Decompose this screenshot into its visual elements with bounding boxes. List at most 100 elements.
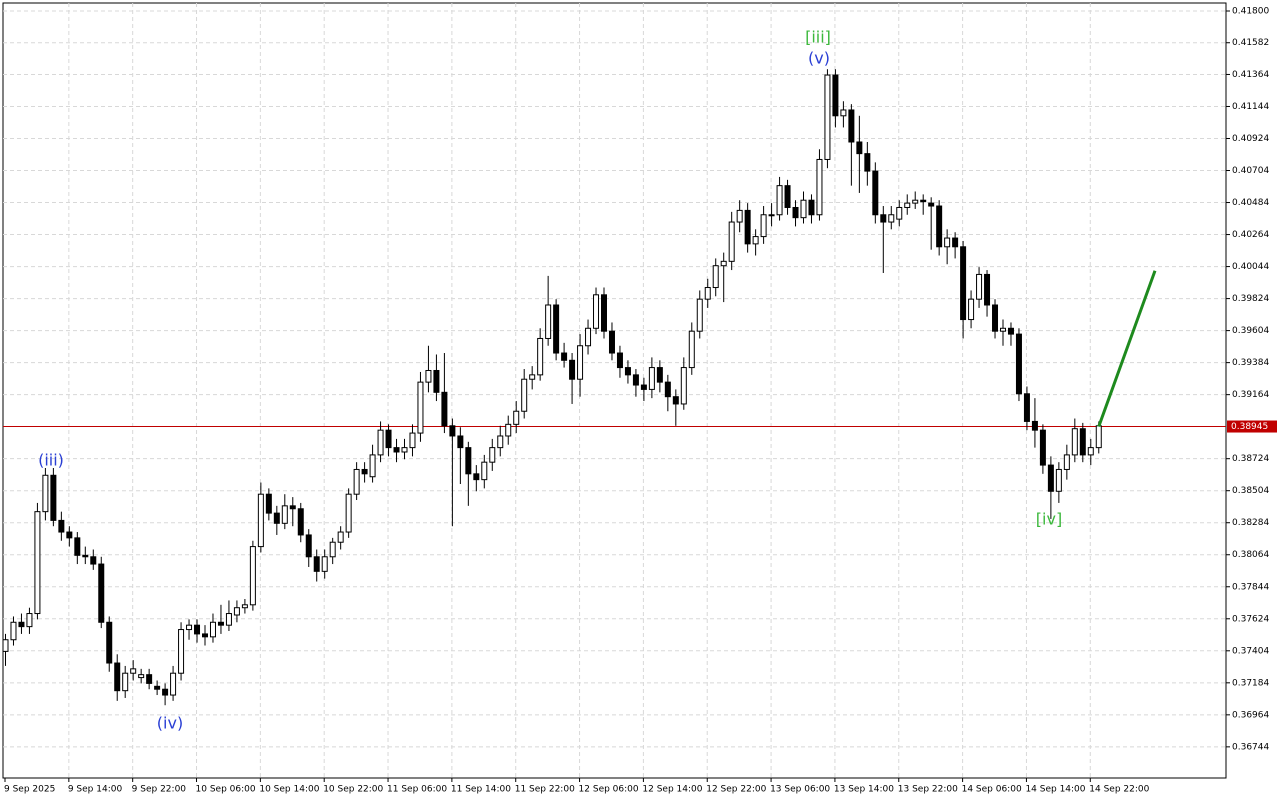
candle-body [449,425,456,437]
y-tick-label: 0.38064 [1232,550,1269,560]
candle-body [98,563,105,623]
candle-body [1071,428,1078,456]
x-tick-label: 10 Sep 14:00 [259,785,319,795]
wave-label: (iv) [157,714,183,733]
candle-body [776,185,783,216]
candle-body [784,185,791,208]
candle-body [329,541,336,558]
x-tick-label: 13 Sep 22:00 [898,785,958,795]
candle-body [912,199,919,204]
candle-body [872,170,879,216]
candle-body [202,633,208,638]
y-tick-label: 0.36964 [1232,710,1269,720]
candle-body [896,206,903,220]
x-tick-label: 10 Sep 22:00 [323,785,383,795]
candle-body [521,378,528,412]
candle-body [377,429,384,456]
y-tick-label: 0.41800 [1232,7,1269,17]
x-tick-label: 12 Sep 22:00 [706,785,766,795]
forecast-line [1097,270,1157,428]
candle-body [401,447,408,453]
candle-body [577,345,584,380]
x-tick-label: 9 Sep 2025 [4,785,55,795]
candle-body [82,554,89,558]
candle-body [1055,468,1062,492]
x-tick-label: 11 Sep 22:00 [515,785,575,795]
candle-body [632,374,639,386]
candle-body [992,304,999,332]
candle-body [1047,464,1054,492]
candle-body [337,531,344,543]
candle-body [42,474,49,513]
candle-body [656,367,663,383]
wave-label: (iii) [38,451,64,470]
current-price-box [1227,420,1277,433]
candle-body [944,237,951,248]
candle-body [848,109,855,143]
candle-body [393,447,400,453]
candle-body [696,298,703,332]
candle-body [1015,333,1022,395]
candle-body [361,468,368,475]
candle-body [680,367,687,405]
candle-body [561,352,568,361]
candle-body [130,668,137,674]
y-tick-label: 0.40924 [1232,134,1269,144]
x-tick-label: 9 Sep 14:00 [68,785,123,795]
candle-body [273,512,280,524]
candle-body [1063,454,1070,470]
candle-body [217,621,224,626]
y-tick-label: 0.38504 [1232,486,1269,496]
candle-body [1031,420,1038,431]
candle-body [433,369,440,393]
candle-body [233,607,240,616]
candle-body [154,685,161,690]
candle-body [744,209,751,245]
candle-body [752,236,759,245]
candle-body [624,367,631,376]
candle-body [648,367,655,390]
candle-body [162,688,169,696]
x-tick-label: 12 Sep 06:00 [579,785,639,795]
candle-body [122,672,129,692]
y-tick-label: 0.37624 [1232,614,1269,624]
x-tick-label: 14 Sep 06:00 [962,785,1022,795]
candle-body [824,74,831,160]
candle-body [305,534,312,558]
y-tick-label: 0.39604 [1232,326,1269,336]
wave-label: [iii] [805,28,831,47]
candle-body [920,199,927,203]
candle-body [928,202,935,207]
y-tick-label: 0.39824 [1232,294,1269,304]
y-tick-label: 0.37844 [1232,582,1269,592]
candle-body [593,294,600,329]
x-tick-label: 9 Sep 22:00 [132,785,187,795]
plot-frame [2,2,1227,779]
candle-body [505,423,512,437]
candle-body [1095,425,1102,449]
candle-body [840,109,847,117]
x-tick-label: 13 Sep 14:00 [834,785,894,795]
candle-body [209,621,216,638]
y-tick-label: 0.41364 [1232,70,1269,80]
x-tick-label: 14 Sep 14:00 [1025,785,1085,795]
candle-body [106,621,113,664]
candle-body [10,621,17,641]
candle-body [952,237,959,248]
candle-body [640,384,647,390]
candle-body [441,391,448,427]
candle-body [1000,327,1006,332]
candle-body [465,447,472,475]
candle-body [960,246,967,321]
candle-body [241,604,248,609]
candle-body [545,304,552,339]
candle-body [58,519,65,533]
candle-body [816,158,823,216]
y-tick-label: 0.39164 [1232,390,1269,400]
candle-body [321,556,328,572]
candle-body [569,359,576,380]
candle-body [688,330,695,369]
candle-body [537,337,544,376]
candle-body [608,330,615,354]
